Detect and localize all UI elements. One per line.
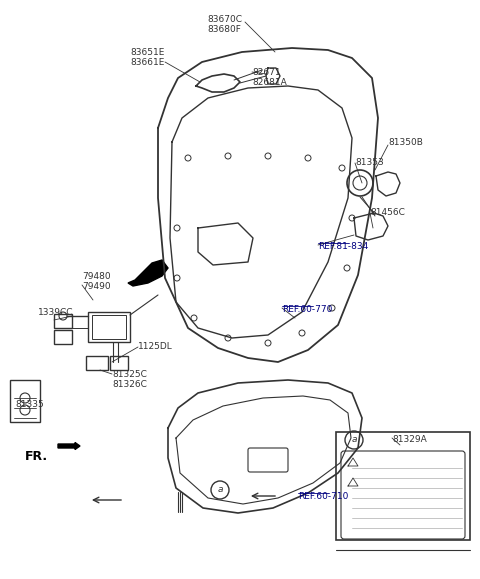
Polygon shape: [128, 260, 168, 286]
Text: REF.60-710: REF.60-710: [298, 492, 348, 501]
Text: 82681A: 82681A: [252, 78, 287, 87]
Text: 83680F: 83680F: [207, 25, 241, 34]
Bar: [54, 330, 72, 344]
Bar: [110, 356, 128, 370]
Text: REF.60-770: REF.60-770: [282, 305, 332, 314]
Text: 83670C: 83670C: [207, 15, 242, 24]
Text: 81456C: 81456C: [370, 208, 405, 217]
Text: FR.: FR.: [25, 450, 48, 463]
Bar: [86, 356, 108, 370]
Text: a: a: [217, 486, 223, 494]
Bar: [54, 314, 72, 328]
Text: 81353: 81353: [355, 158, 384, 167]
FancyBboxPatch shape: [341, 451, 465, 539]
Bar: [336, 432, 470, 540]
Text: 79480: 79480: [82, 272, 110, 281]
FancyBboxPatch shape: [248, 448, 288, 472]
Text: 81335: 81335: [15, 400, 44, 409]
Bar: [88, 312, 130, 342]
Text: 83661E: 83661E: [130, 58, 164, 67]
Text: 82671: 82671: [252, 68, 281, 77]
Text: a: a: [351, 435, 357, 445]
Text: 81326C: 81326C: [112, 380, 147, 389]
Text: 79490: 79490: [82, 282, 110, 291]
FancyArrow shape: [58, 442, 80, 449]
Text: 81350B: 81350B: [388, 138, 423, 147]
Text: 81329A: 81329A: [392, 435, 427, 444]
Text: REF.81-834: REF.81-834: [318, 242, 368, 251]
Text: 81325C: 81325C: [112, 370, 147, 379]
Text: 1125DL: 1125DL: [138, 342, 173, 351]
Bar: [92, 315, 126, 339]
Text: 1339CC: 1339CC: [38, 308, 73, 317]
Text: 83651E: 83651E: [130, 48, 164, 57]
Bar: [10, 380, 40, 422]
